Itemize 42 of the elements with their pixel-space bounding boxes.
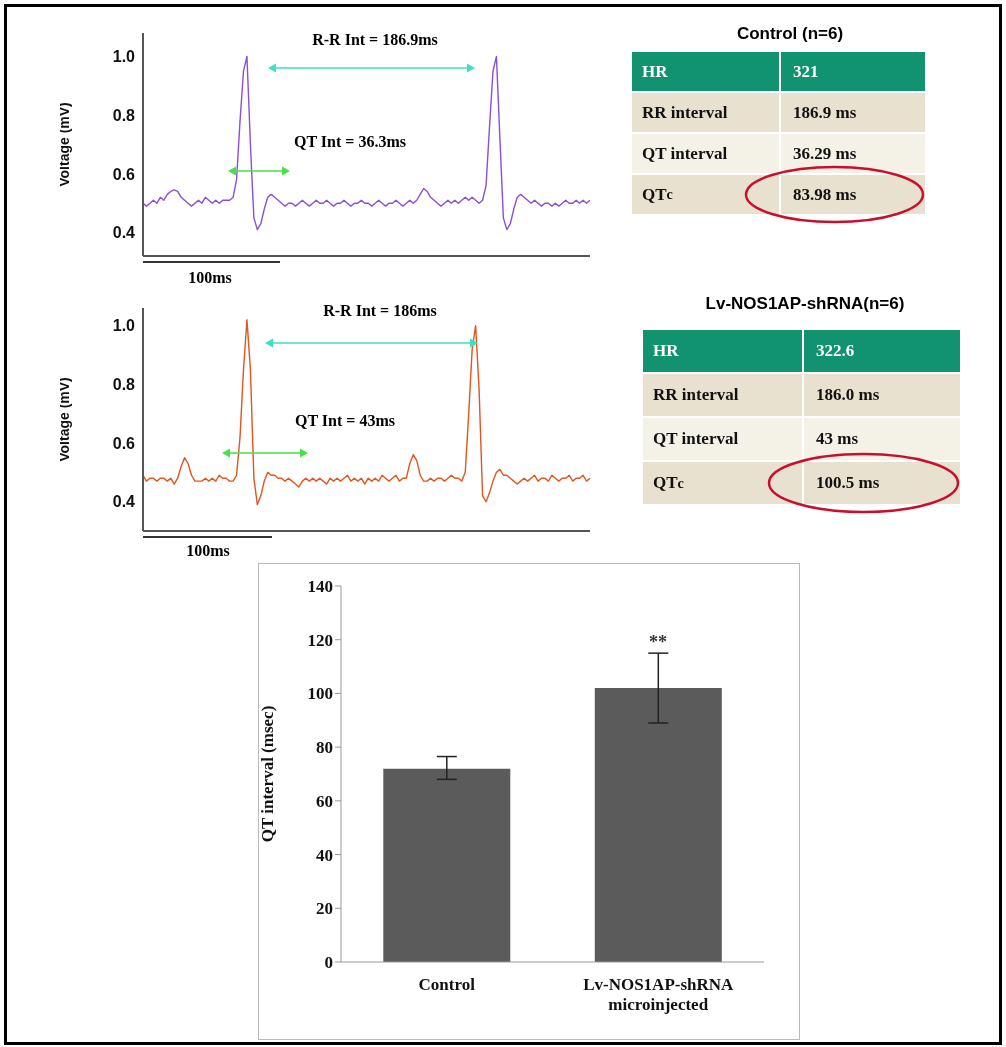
y-tick-label: 1.0 (112, 317, 136, 335)
annotation: R-R Int = 186.9ms (312, 31, 438, 49)
category-label: HR (643, 330, 802, 372)
text: 321 (793, 61, 819, 81)
text: Control (n=6) (736, 24, 844, 44)
y-tick-label: 80 (316, 738, 333, 758)
text: 83.98 ms (793, 184, 857, 204)
x-tick-label: Lv-NOS1AP-shRNA microinjected (583, 975, 735, 1014)
annotation: QT Int = 43ms (295, 412, 395, 430)
y-tick-label: 0.6 (112, 165, 136, 183)
category-label: QT interval (632, 134, 779, 173)
text: 186.9 ms (793, 102, 857, 122)
y-tick-label: 60 (316, 791, 333, 811)
annotation: ** (649, 632, 667, 653)
y-tick-label: 20 (316, 899, 333, 919)
y-tick-label: 0 (324, 953, 333, 973)
text: 186.0 ms (816, 385, 880, 404)
y-tick-label: 40 (316, 845, 333, 865)
y-tick-label: 100 (307, 684, 333, 704)
text: 322.6 (816, 341, 855, 360)
category-label: HR (632, 52, 779, 91)
category-label: RR interval (643, 374, 802, 416)
annotation: QT Int = 36.3ms (294, 133, 406, 151)
y-tick-label: 0.4 (112, 493, 136, 511)
category-label: RR interval (632, 93, 779, 132)
y-tick-label: 0.8 (112, 106, 136, 124)
category-label: QT interval (643, 418, 802, 460)
y-tick-label: 0.6 (112, 434, 136, 452)
y-tick-label: 120 (307, 630, 333, 650)
y-tick-label: 0.4 (112, 224, 136, 242)
text: 36.29 ms (793, 143, 857, 163)
y-tick-label: 140 (307, 577, 333, 597)
y-axis-title: QT interval (msec) (258, 705, 278, 843)
text: Lv-NOS1AP-shRNA(n=6) (705, 294, 905, 314)
annotation: R-R Int = 186ms (323, 302, 437, 320)
text: 43 ms (816, 429, 859, 448)
text: 100ms (186, 542, 230, 560)
x-tick-label: Control (418, 975, 476, 994)
text: 100ms (188, 269, 232, 287)
y-tick-label: 1.0 (112, 48, 136, 66)
text: 100.5 ms (816, 473, 880, 492)
y-tick-label: 0.8 (112, 375, 136, 393)
